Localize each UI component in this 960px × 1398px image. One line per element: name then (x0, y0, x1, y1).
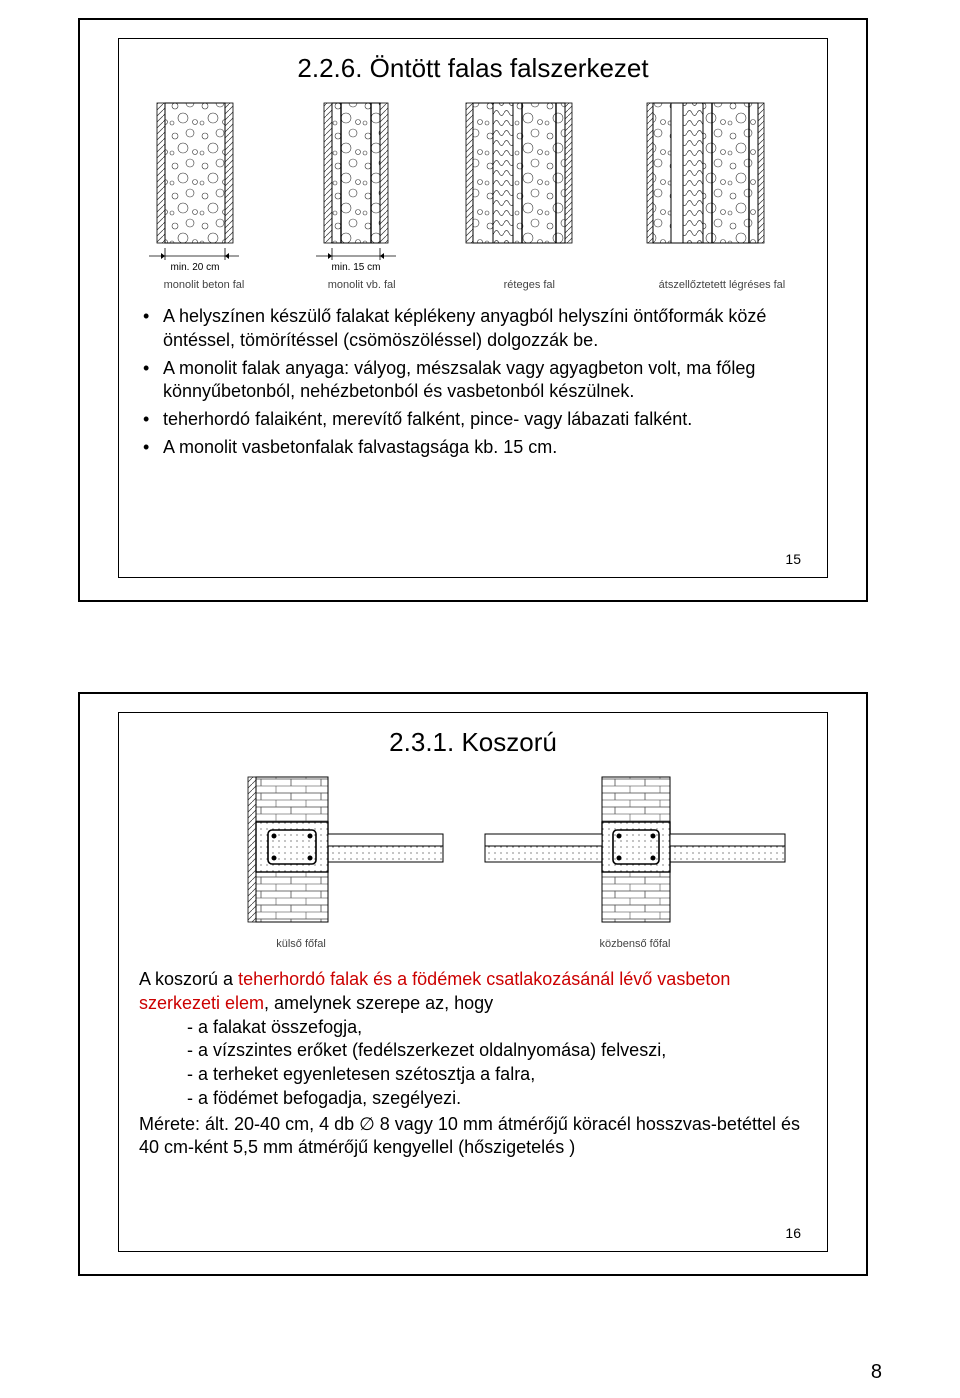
svg-koszoru-kulso (156, 772, 446, 932)
slide-2: 2.3.1. Koszorú (78, 692, 868, 1276)
diagram-reteges: réteges fal (454, 98, 604, 291)
slide1-diagrams: min. 20 cm monolit beton fal min (139, 98, 807, 291)
svg-koszoru-kozbenso (480, 772, 790, 932)
lead1: A koszorú a (139, 969, 238, 989)
dash-3: - a terheket egyenletesen szétosztja a f… (139, 1063, 807, 1087)
diagram-legres: átszellőztetett légréses fal (637, 98, 807, 291)
caption-k2: közbenső főfal (600, 938, 671, 950)
slide1-title: 2.2.6. Öntött falas falszerkezet (139, 53, 807, 84)
slide-1: 2.2.6. Öntött falas falszerkezet (78, 18, 868, 602)
tail-text: Mérete: ált. 20-40 cm, 4 db ∅ 8 vagy 10 … (139, 1113, 807, 1161)
slide2-title: 2.3.1. Koszorú (139, 727, 807, 758)
dash-4: - a födémet befogadja, szegélyezi. (139, 1087, 807, 1111)
slide2-diagrams: külső főfal (139, 772, 807, 950)
bullet-3: teherhordó falaiként, merevítő falként, … (139, 408, 807, 432)
slide2-body: A koszorú a teherhordó falak és a födéme… (139, 968, 807, 1160)
diagram-monolit-beton: min. 20 cm monolit beton fal (139, 98, 269, 291)
slide1-pagenum: 15 (785, 551, 801, 567)
caption-4: átszellőztetett légréses fal (659, 279, 786, 291)
diagram-koszoru-kozbenso: közbenső főfal (480, 772, 790, 950)
slide1-bullets: A helyszínen készülő falakat képlékeny a… (139, 305, 807, 460)
slide-1-inner: 2.2.6. Öntött falas falszerkezet (118, 38, 828, 578)
slide2-pagenum: 16 (785, 1225, 801, 1241)
svg-monolit-beton: min. 20 cm (139, 98, 269, 273)
lead2: , amelynek szerepe az, hogy (264, 993, 493, 1013)
svg-legres (637, 98, 807, 273)
svg-reteges (454, 98, 604, 273)
slide-2-inner: 2.3.1. Koszorú (118, 712, 828, 1252)
caption-2: monolit vb. fal (328, 279, 396, 291)
diagram-monolit-vb: min. 15 cm monolit vb. fal (302, 98, 422, 291)
caption-1: monolit beton fal (164, 279, 245, 291)
footer-pagenum: 8 (871, 1361, 882, 1384)
svg-monolit-vb: min. 15 cm (302, 98, 422, 273)
diagram-koszoru-kulso: külső főfal (156, 772, 446, 950)
dim-label-2: min. 15 cm (331, 262, 380, 273)
dash-2: - a vízszintes erőket (fedélszerkezet ol… (139, 1039, 807, 1063)
caption-k1: külső főfal (276, 938, 326, 950)
dash-1: - a falakat összefogja, (139, 1016, 807, 1040)
slide2-lead: A koszorú a teherhordó falak és a födéme… (139, 968, 807, 1016)
caption-3: réteges fal (504, 279, 555, 291)
bullet-2: A monolit falak anyaga: vályog, mészsala… (139, 357, 807, 405)
bullet-4: A monolit vasbetonfalak falvastagsága kb… (139, 436, 807, 460)
dim-label-1: min. 20 cm (171, 262, 220, 273)
bullet-1: A helyszínen készülő falakat képlékeny a… (139, 305, 807, 353)
